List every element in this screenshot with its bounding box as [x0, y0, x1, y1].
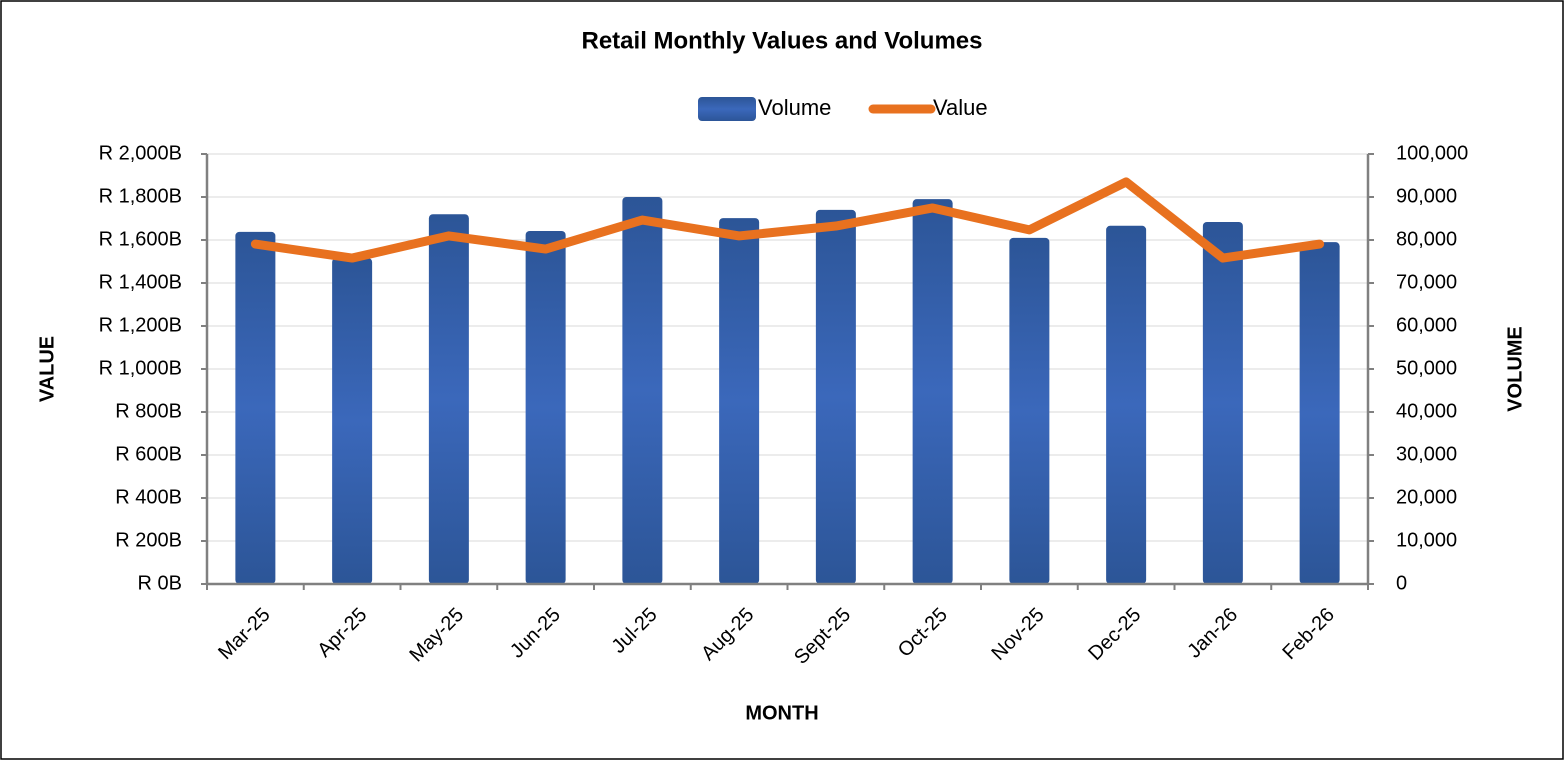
y-tick-label: R 1,600B: [99, 228, 182, 250]
y2-axis-title: VOLUME: [1504, 326, 1526, 412]
y-axis-title: VALUE: [36, 336, 58, 402]
legend-swatch: [698, 97, 756, 121]
y2-tick-label: 60,000: [1396, 314, 1457, 336]
y2-tick-label: 40,000: [1396, 400, 1457, 422]
y2-tick-label: 10,000: [1396, 529, 1457, 551]
bar: [235, 231, 276, 584]
bar: [525, 230, 566, 584]
y2-tick-label: 20,000: [1396, 486, 1457, 508]
bar: [1106, 225, 1147, 584]
y-tick-label: R 1,200B: [99, 314, 182, 336]
legend-label: Value: [933, 95, 988, 120]
y2-tick-label: 0: [1396, 572, 1407, 594]
legend-label: Volume: [758, 95, 831, 120]
chart-title: Retail Monthly Values and Volumes: [582, 27, 983, 54]
y2-tick-label: 50,000: [1396, 357, 1457, 379]
line: [250, 177, 1325, 263]
y-tick-label: R 2,000B: [99, 142, 182, 164]
y-tick-label: R 200B: [115, 529, 182, 551]
y2-tick-label: 80,000: [1396, 228, 1457, 250]
bar: [1009, 237, 1050, 584]
x-axis-title: MONTH: [745, 702, 818, 724]
y-tick-label: R 1,800B: [99, 185, 182, 207]
y-tick-label: R 600B: [115, 443, 182, 465]
y2-tick-label: 90,000: [1396, 185, 1457, 207]
y-tick-label: R 400B: [115, 486, 182, 508]
bar: [332, 258, 373, 584]
y-tick-label: R 800B: [115, 400, 182, 422]
bar: [1202, 221, 1243, 584]
y-tick-label: R 0B: [138, 572, 182, 594]
y2-tick-label: 70,000: [1396, 271, 1457, 293]
bar: [719, 218, 760, 584]
y-tick-label: R 1,400B: [99, 271, 182, 293]
y2-tick-label: 30,000: [1396, 443, 1457, 465]
bar: [428, 214, 469, 584]
y-tick-label: R 1,000B: [99, 357, 182, 379]
bar: [622, 197, 663, 584]
bar: [1299, 242, 1340, 584]
bar: [912, 199, 953, 584]
bar: [815, 209, 856, 584]
y2-tick-label: 100,000: [1396, 142, 1468, 164]
